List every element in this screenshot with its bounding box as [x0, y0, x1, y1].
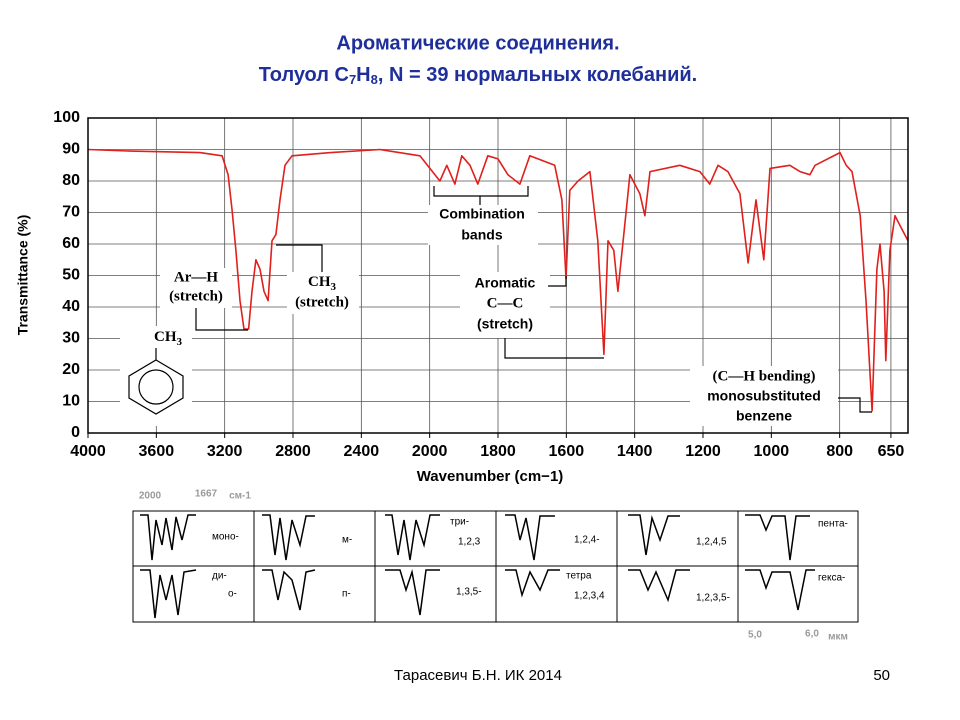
- spectrum-line: [87, 148, 909, 412]
- y-axis-label: Transmittance (%): [15, 215, 31, 336]
- annotation-part: CH: [154, 329, 177, 345]
- plot-frame: [87, 117, 909, 434]
- x-tick-label: 2400: [344, 443, 380, 460]
- label-bg: [428, 205, 538, 245]
- y-tick-label: 20: [62, 361, 80, 378]
- pattern-label: о-: [228, 589, 237, 600]
- pattern-bottom-label: мкм: [828, 632, 848, 643]
- title-line1: Ароматические соединения.: [336, 32, 619, 54]
- title-part: Толуол C: [259, 64, 349, 86]
- x-axis-label: Wavenumber (cm−1): [417, 468, 564, 485]
- pattern-table: 2000 1667 см-1 моно- м- три- 1,2,3 1,2,4…: [132, 489, 859, 643]
- title-sub: 7: [349, 72, 356, 87]
- annotation: CH3: [308, 274, 337, 292]
- pattern-label: три-: [450, 517, 469, 528]
- page-number: 50: [873, 667, 890, 684]
- x-tick-label: 3200: [207, 443, 243, 460]
- label-bg: [287, 272, 359, 314]
- x-tick-label: 1600: [549, 443, 585, 460]
- x-tick-label: 1800: [480, 443, 516, 460]
- pattern-label: моно-: [212, 532, 239, 543]
- pattern-top-label: 2000: [139, 491, 162, 502]
- x-tick-label: 2000: [412, 443, 448, 460]
- annotations: Ar—H (stretch) CH3 (stretch) Combination…: [120, 186, 872, 426]
- x-tick-label: 800: [826, 443, 853, 460]
- x-tick-label: 1000: [754, 443, 790, 460]
- x-tick-label: 650: [878, 443, 905, 460]
- pattern-bottom-label: 6,0: [805, 629, 819, 640]
- benzene-circle: [138, 369, 174, 405]
- leader: [276, 244, 323, 272]
- y-tick-label: 60: [62, 235, 80, 252]
- leader: [838, 397, 872, 413]
- annotation-part: CH: [308, 274, 331, 290]
- pattern-label: 1,2,4,5: [696, 537, 727, 548]
- y-tick-label: 70: [62, 204, 80, 221]
- annotation: monosubstituted: [707, 388, 821, 404]
- x-tick-label: 4000: [70, 443, 106, 460]
- title-part: , N = 39 нормальных колебаний.: [378, 64, 697, 86]
- leader: [548, 276, 567, 287]
- label-bg: [690, 366, 838, 426]
- pattern-label: 1,2,3,4: [574, 591, 605, 602]
- pattern-label: п-: [342, 589, 351, 600]
- annotation: bands: [461, 227, 502, 243]
- pattern-label: 1,2,4-: [574, 535, 600, 546]
- y-tick-label: 10: [62, 393, 80, 410]
- annotation: Combination: [439, 206, 525, 222]
- pattern-label: тетра: [566, 571, 592, 582]
- pattern-top-label: 1667: [195, 489, 218, 500]
- label-bg: [460, 272, 550, 338]
- annotation: C—C: [487, 295, 524, 311]
- y-tick-label: 100: [53, 109, 80, 126]
- title-line2: Толуол C7H8, N = 39 нормальных колебаний…: [259, 64, 697, 87]
- title-sub: 8: [371, 72, 378, 87]
- annotation: Aromatic: [475, 275, 536, 291]
- pattern-label: 1,3,5-: [456, 587, 482, 598]
- structure-label: CH3: [154, 329, 183, 347]
- annotation: (stretch): [477, 316, 533, 332]
- annotation: Ar—H: [174, 269, 218, 285]
- pattern-label: гекса-: [818, 573, 845, 584]
- y-tick-label: 0: [71, 424, 80, 441]
- y-tick-label: 80: [62, 172, 80, 189]
- x-tick-label: 1400: [617, 443, 653, 460]
- pattern-label: ди-: [212, 571, 227, 582]
- spectrum-patterns: [140, 514, 815, 619]
- title-part: H: [356, 64, 370, 86]
- pattern-label: пента-: [818, 519, 848, 530]
- pattern-label: 1,2,3: [458, 537, 481, 548]
- structure-bg: [120, 326, 192, 426]
- annotation-sub: 3: [177, 336, 183, 348]
- x-tick-label: 1200: [685, 443, 721, 460]
- pattern-top-label: см-1: [229, 491, 251, 502]
- x-tick-label: 3600: [139, 443, 175, 460]
- pattern-bottom-label: 5,0: [748, 630, 762, 641]
- bracket: [433, 186, 529, 197]
- y-tick-label: 90: [62, 141, 80, 158]
- leader: [504, 338, 604, 359]
- pattern-label: м-: [342, 535, 352, 546]
- leader: [195, 308, 248, 331]
- y-tick-label: 40: [62, 298, 80, 315]
- footer-author: Тарасевич Б.Н. ИК 2014: [394, 667, 562, 684]
- x-tick-label: 2800: [275, 443, 311, 460]
- annotation-sub: 3: [331, 281, 337, 293]
- y-tick-label: 30: [62, 330, 80, 347]
- label-bg: [160, 268, 232, 308]
- y-tick-label: 50: [62, 267, 80, 284]
- annotation: (stretch): [169, 288, 223, 304]
- pattern-label: 1,2,3,5-: [696, 593, 730, 604]
- annotation: (C—H bending): [713, 368, 816, 384]
- annotation: (stretch): [295, 294, 349, 310]
- benzene-ring: [128, 359, 184, 415]
- annotation: benzene: [736, 408, 792, 424]
